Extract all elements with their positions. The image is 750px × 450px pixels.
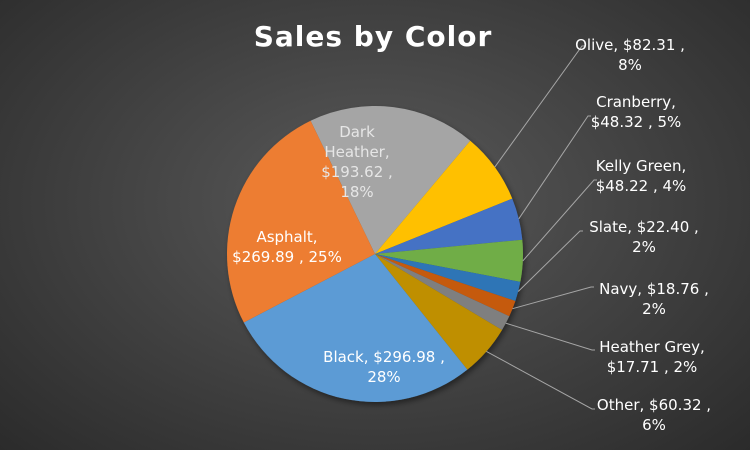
pie-slice-slate xyxy=(375,254,521,301)
pie-slice-dark-heather xyxy=(310,106,471,254)
leader-line-heather-grey xyxy=(505,322,595,351)
data-label-line: 8% xyxy=(618,56,642,74)
pie-slice-olive xyxy=(375,140,513,254)
data-label-line: Heather Grey, xyxy=(599,338,705,356)
data-label-line: 6% xyxy=(642,416,666,434)
data-label-line: Cranberry, xyxy=(596,93,676,111)
leader-line-kelly-green xyxy=(522,179,597,262)
pie-slice-other xyxy=(375,254,502,370)
data-label-line: Heather, xyxy=(324,143,389,161)
data-label-line: Navy, $18.76 , xyxy=(599,280,709,298)
data-label-line: 2% xyxy=(632,238,656,256)
data-label-line: Dark xyxy=(339,123,375,141)
data-label-line: $48.32 , 5% xyxy=(591,113,682,131)
data-labels: Dark Heather, $193.62 , 18% Olive, $82.31 , 8… xyxy=(232,36,711,434)
leader-line-cranberry xyxy=(518,115,591,220)
data-label-line: Olive, $82.31 , xyxy=(575,36,685,54)
data-label-black: Black, $296.98 , 28% xyxy=(323,348,445,386)
pie-slice-heather-grey xyxy=(375,254,510,330)
data-label-line: $17.71 , 2% xyxy=(607,358,698,376)
chart-title: Sales by Color xyxy=(254,20,493,53)
data-label-line: $269.89 , 25% xyxy=(232,248,342,266)
pie-slice-kelly-green xyxy=(375,239,523,282)
data-label-asphalt: Asphalt, $269.89 , 25% xyxy=(232,228,342,266)
data-label-line: 28% xyxy=(367,368,400,386)
pie-slice-navy xyxy=(375,254,516,317)
pie-slice-cranberry xyxy=(375,198,523,254)
data-label-line: Kelly Green, xyxy=(596,157,687,175)
data-label-line: Black, $296.98 , xyxy=(323,348,445,366)
data-label-olive: Olive, $82.31 , 8% xyxy=(575,36,685,74)
leader-line-navy xyxy=(512,286,594,310)
data-label-line: $48.22 , 4% xyxy=(596,177,687,195)
data-label-line: 2% xyxy=(642,300,666,318)
data-label-line: 18% xyxy=(340,183,373,201)
data-label-navy: Navy, $18.76 , 2% xyxy=(599,280,709,318)
data-label-line: Other, $60.32 , xyxy=(597,396,711,414)
pie-slice-black xyxy=(243,254,468,402)
data-label-line: Slate, $22.40 , xyxy=(589,218,699,236)
leader-lines xyxy=(486,45,597,410)
leader-line-other xyxy=(486,350,595,410)
data-label-slate: Slate, $22.40 , 2% xyxy=(589,218,699,256)
data-label-cranberry: Cranberry, $48.32 , 5% xyxy=(591,93,682,131)
leader-line-olive xyxy=(494,45,585,168)
data-label-line: Asphalt, xyxy=(256,228,317,246)
pie-slices xyxy=(227,106,523,402)
data-label-kelly-green: Kelly Green, $48.22 , 4% xyxy=(596,157,687,195)
pie-slice-asphalt xyxy=(227,120,375,323)
data-label-other: Other, $60.32 , 6% xyxy=(597,396,711,434)
leader-line-slate xyxy=(517,230,583,292)
data-label-line: $193.62 , xyxy=(321,163,393,181)
data-label-dark-heather: Dark Heather, $193.62 , 18% xyxy=(321,123,393,201)
data-label-heather-grey: Heather Grey, $17.71 , 2% xyxy=(599,338,705,376)
